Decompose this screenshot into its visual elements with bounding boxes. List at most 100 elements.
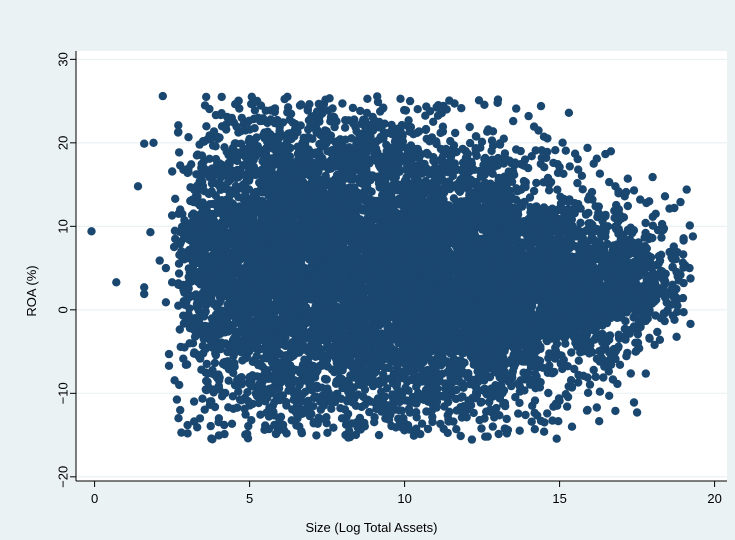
data-point [258,157,267,166]
data-point [305,255,314,264]
data-point [280,94,289,104]
data-point [268,216,278,225]
data-point [311,238,320,247]
data-point [330,113,339,123]
data-point [374,430,384,440]
data-point [433,111,443,120]
data-point [294,229,304,238]
data-point [405,96,415,106]
data-point [368,126,378,135]
data-point [295,101,305,110]
data-point [292,297,302,306]
data-point [279,214,288,223]
data-point [256,101,266,110]
data-point [349,119,358,128]
data-point [234,96,243,106]
data-point [283,376,292,385]
data-point [248,292,257,302]
data-point [289,395,298,404]
data-point [248,241,258,251]
data-point [262,291,271,300]
data-point [303,104,312,113]
data-point [379,103,388,112]
data-points [87,91,698,444]
data-point [279,368,288,377]
data-point [338,150,347,159]
data-point [276,412,286,421]
data-point [289,329,298,338]
data-point [318,397,327,407]
data-point [347,134,356,143]
data-point [361,271,370,280]
data-point [323,428,332,437]
data-point [297,324,306,333]
data-point [308,134,317,143]
data-point [275,183,285,192]
data-point [305,265,314,275]
data-point [309,418,318,427]
data-point [310,277,319,286]
data-point [247,92,256,102]
data-point [357,205,366,215]
data-point [247,416,256,425]
data-point [265,321,274,330]
data-point [245,373,254,382]
data-point [243,434,253,443]
data-point [266,208,275,217]
data-point [290,275,300,284]
data-point [312,431,321,440]
data-point [357,402,366,412]
data-point [273,240,283,249]
data-point [341,163,351,172]
data-point [263,245,272,254]
data-point [300,136,309,145]
data-point [327,404,336,413]
data-point [255,149,264,158]
data-point [300,214,309,223]
data-point [224,376,233,385]
data-point [327,392,336,401]
data-point [373,92,382,101]
data-point [341,430,350,440]
data-point [365,407,374,417]
data-point [268,333,277,342]
data-point [360,128,369,137]
data-point [174,414,183,423]
data-point [421,124,431,134]
data-point [283,108,292,117]
data-point [252,372,262,381]
data-point [290,132,299,141]
data-point [293,142,302,151]
data-point [318,361,327,370]
data-point [422,102,431,111]
data-point [246,380,255,389]
data-point [328,104,337,113]
data-point [442,105,451,114]
data-point [264,424,274,434]
data-point [347,419,357,428]
data-point [259,169,269,178]
data-point [341,116,350,125]
data-point [334,244,344,253]
data-point [244,185,254,194]
data-point [404,404,414,413]
data-point [284,159,294,169]
data-point [252,133,261,142]
data-point [256,116,265,126]
data-point [338,99,347,108]
data-point [309,326,318,335]
data-point [230,139,240,148]
data-point [268,141,277,150]
data-point [341,350,350,360]
data-point [252,338,261,348]
data-point [261,397,270,406]
data-point [277,152,287,162]
data-point [269,308,278,317]
data-point [329,212,338,222]
data-point [299,194,308,203]
data-point [275,126,284,135]
data-point [269,407,278,417]
data-point [265,373,274,383]
data-point [304,145,313,154]
